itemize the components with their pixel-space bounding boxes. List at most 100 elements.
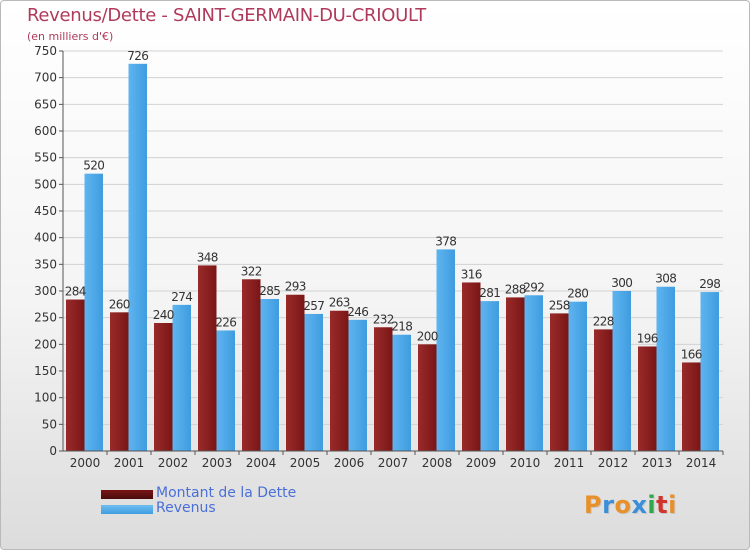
- bar-label-revenue: 218: [391, 320, 412, 334]
- legend-swatch-revenue: [101, 505, 153, 514]
- bar-label-revenue: 292: [523, 280, 544, 294]
- bar-label-debt: 232: [373, 312, 394, 326]
- bar-revenue: [172, 304, 191, 451]
- bar-revenue: [216, 330, 235, 451]
- y-tick-label: 300: [34, 284, 57, 298]
- bar-label-revenue: 298: [699, 277, 720, 291]
- logo-letter: o: [614, 491, 632, 519]
- bar-label-revenue: 308: [655, 272, 676, 286]
- x-tick-label: 2002: [158, 456, 189, 470]
- bar-revenue: [480, 301, 499, 451]
- logo-letter: P: [584, 491, 603, 519]
- bar-revenue: [128, 63, 147, 452]
- bar-debt: [506, 297, 525, 451]
- x-tick-label: 2013: [642, 456, 673, 470]
- bar-revenue: [524, 295, 543, 451]
- x-tick-label: 2011: [554, 456, 585, 470]
- bar-label-revenue: 726: [127, 49, 148, 63]
- chart-subtitle: (en milliers d'€): [27, 30, 114, 43]
- bar-revenue: [700, 292, 719, 451]
- logo-letter: r: [602, 491, 615, 519]
- bar-debt: [638, 346, 657, 451]
- bars: [66, 63, 719, 452]
- x-tick-label: 2012: [598, 456, 629, 470]
- y-tick-label: 650: [34, 97, 57, 111]
- bar-debt: [286, 294, 305, 451]
- bar-label-debt: 228: [593, 314, 614, 328]
- bar-label-debt: 293: [285, 280, 306, 294]
- bar-revenue: [436, 249, 455, 451]
- bar-revenue: [348, 319, 367, 451]
- bar-label-debt: 260: [109, 297, 130, 311]
- proxiti-logo: Proxiti: [584, 491, 677, 519]
- bar-revenue: [568, 301, 587, 451]
- bar-debt: [550, 313, 569, 451]
- x-tick-label: 2005: [290, 456, 321, 470]
- bar-label-debt: 288: [505, 282, 526, 296]
- bar-revenue: [304, 313, 323, 451]
- bar-label-revenue: 280: [567, 287, 588, 301]
- bar-label-debt: 316: [461, 267, 482, 281]
- logo-letter: x: [631, 491, 648, 519]
- bar-revenue: [612, 291, 631, 451]
- y-tick-label: 450: [34, 204, 57, 218]
- bar-label-revenue: 274: [171, 290, 192, 304]
- bar-debt: [154, 323, 173, 451]
- bar-label-revenue: 300: [611, 276, 632, 290]
- bar-label-debt: 200: [417, 329, 438, 343]
- y-tick-label: 200: [34, 337, 57, 351]
- bar-label-debt: 258: [549, 298, 570, 312]
- bar-revenue: [392, 334, 411, 451]
- y-tick-label: 50: [42, 417, 57, 431]
- x-tick-label: 2007: [378, 456, 409, 470]
- bar-label-debt: 348: [197, 250, 218, 264]
- logo-letter: t: [656, 491, 669, 519]
- bar-debt: [110, 312, 129, 451]
- bar-debt: [682, 362, 701, 451]
- y-tick-label: 550: [34, 151, 57, 165]
- x-tick-label: 2008: [422, 456, 453, 470]
- y-tick-label: 350: [34, 257, 57, 271]
- bar-debt: [594, 329, 613, 451]
- bar-label-revenue: 285: [259, 284, 280, 298]
- y-tick-label: 400: [34, 231, 57, 245]
- y-tick-label: 150: [34, 364, 57, 378]
- x-tick-label: 2010: [510, 456, 541, 470]
- bar-label-revenue: 520: [83, 159, 104, 173]
- bar-label-debt: 284: [65, 285, 86, 299]
- logo-letter: i: [647, 491, 657, 519]
- bar-label-revenue: 257: [303, 299, 324, 313]
- y-tick-label: 0: [49, 444, 57, 458]
- y-tick-label: 250: [34, 311, 57, 325]
- bar-debt: [374, 327, 393, 451]
- bar-label-revenue: 281: [479, 286, 500, 300]
- x-tick-label: 2003: [202, 456, 233, 470]
- x-tick-label: 2000: [70, 456, 101, 470]
- bar-label-debt: 263: [329, 296, 350, 310]
- x-tick-label: 2004: [246, 456, 277, 470]
- y-tick-label: 600: [34, 124, 57, 138]
- bar-debt: [242, 279, 261, 451]
- bar-debt: [418, 344, 437, 451]
- axes: 0 50 100 150 200 250 300 350 400 450 500 550 600 650 7…: [34, 44, 724, 470]
- bar-label-debt: 166: [681, 347, 702, 361]
- x-tick-label: 2001: [114, 456, 145, 470]
- bar-debt: [198, 265, 217, 451]
- bar-label-debt: 196: [637, 331, 658, 345]
- y-tick-label: 750: [34, 44, 57, 58]
- bar-label-revenue: 378: [435, 234, 456, 248]
- y-tick-label: 100: [34, 391, 57, 405]
- bar-label-debt: 322: [241, 264, 262, 278]
- bar-label-revenue: 226: [215, 315, 236, 329]
- chart-title: Revenus/Dette - SAINT-GERMAIN-DU-CRIOULT: [27, 5, 426, 26]
- bar-debt: [330, 310, 349, 451]
- bar-label-revenue: 246: [347, 305, 368, 319]
- bar-debt: [66, 299, 85, 451]
- legend-label-revenue: Revenus: [156, 500, 216, 516]
- bar-revenue: [84, 173, 103, 451]
- y-tick-label: 700: [34, 71, 57, 85]
- legend-swatch-debt: [101, 490, 153, 499]
